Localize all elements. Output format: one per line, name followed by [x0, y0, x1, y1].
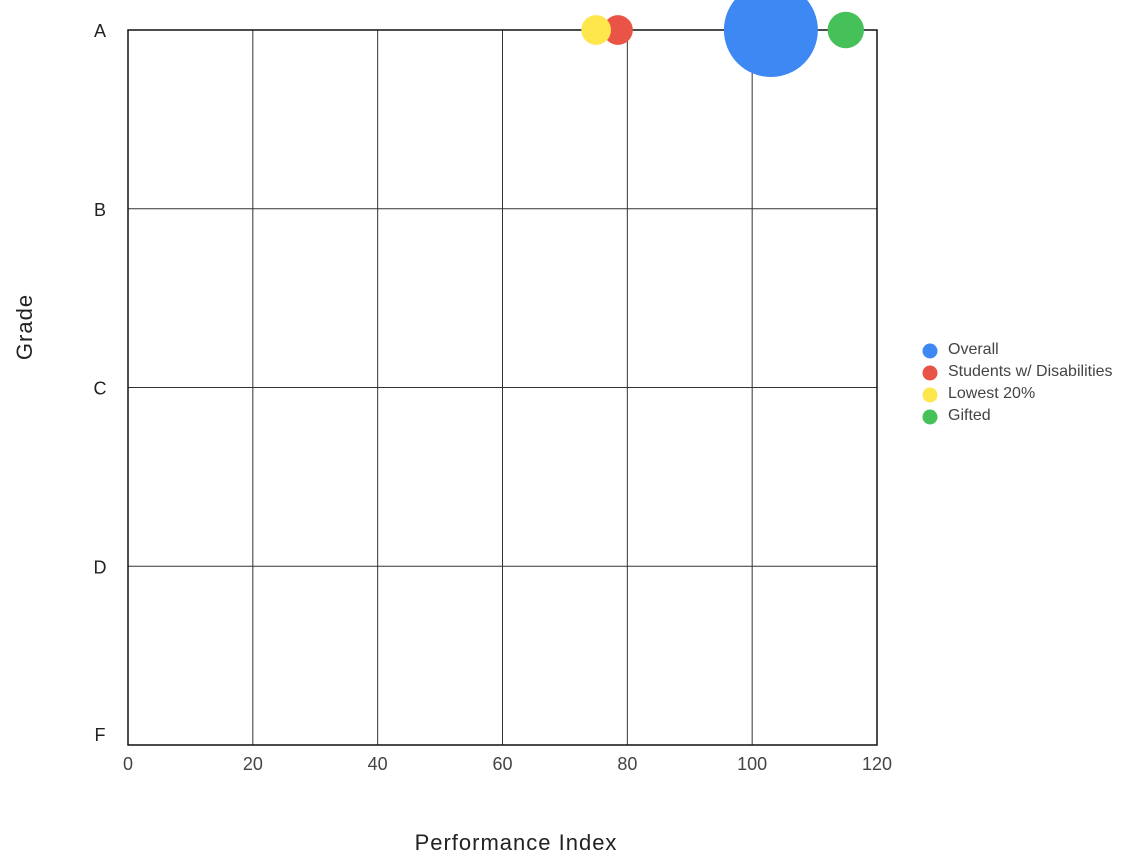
- legend-label: Lowest 20%: [948, 385, 1035, 402]
- legend-label: Students w/ Disabilities: [948, 363, 1113, 380]
- legend-swatch: [922, 365, 938, 381]
- x-axis-ticks: 0 20 40 60 80 100 120: [123, 754, 892, 774]
- plot-area: [127, 29, 878, 746]
- bubble-point: [827, 11, 864, 49]
- y-tick-label: C: [94, 379, 107, 399]
- legend-label: Gifted: [948, 407, 991, 424]
- x-tick-label: 80: [617, 754, 637, 774]
- y-tick-label: B: [94, 200, 106, 220]
- x-tick-label: 20: [243, 754, 263, 774]
- y-tick-label: A: [94, 21, 106, 41]
- legend-swatch: [922, 343, 938, 359]
- x-axis-label: Performance Index: [415, 830, 618, 855]
- y-axis-ticks: A B C D F: [94, 21, 107, 745]
- y-tick-label: F: [95, 725, 106, 745]
- bubble-point: [723, 0, 818, 77]
- legend: Overall Students w/ Disabilities Lowest 20…: [922, 341, 1113, 425]
- bubble-point: [603, 15, 633, 45]
- x-tick-label: 0: [123, 754, 133, 774]
- x-tick-label: 100: [737, 754, 767, 774]
- y-axis-label: Grade: [12, 294, 37, 360]
- x-tick-label: 120: [862, 754, 892, 774]
- data-points: [581, 0, 864, 77]
- bubble-point: [581, 15, 611, 45]
- legend-swatch: [922, 409, 938, 425]
- grid-lines: [127, 29, 878, 746]
- y-tick-label: D: [94, 557, 107, 577]
- legend-label: Overall: [948, 341, 999, 358]
- x-tick-label: 60: [492, 754, 512, 774]
- legend-swatch: [922, 387, 938, 403]
- x-tick-label: 40: [368, 754, 388, 774]
